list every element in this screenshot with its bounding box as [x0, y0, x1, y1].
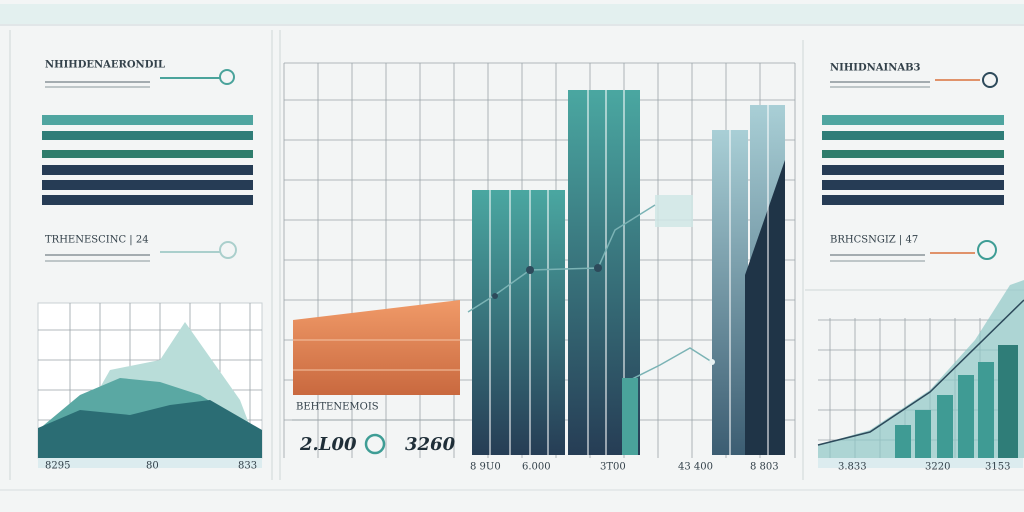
- value: 2.L00: [299, 434, 357, 455]
- bar-block: [978, 362, 994, 458]
- axis-label: 3T00: [600, 462, 626, 473]
- value: 3260: [405, 434, 456, 455]
- right-panel: NIHIDNAINAB3 BRHCSNGIZ | 47 3.833 3220 3: [805, 63, 1024, 473]
- left-panel: NHIHDENAERONDIL TRHENESCINC | 24 8295 80…: [9, 30, 273, 480]
- status-ring: [364, 433, 386, 455]
- panel-subtitle: TRHENESCINC | 24: [45, 235, 149, 246]
- bar: [42, 131, 253, 140]
- bar-block: [937, 395, 953, 458]
- slider-knob[interactable]: [977, 240, 997, 260]
- tooltip-box: [655, 195, 693, 227]
- bar: [42, 195, 253, 205]
- bar-block: [998, 345, 1018, 458]
- bar: [42, 150, 253, 158]
- bar: [42, 165, 253, 175]
- axis-band: [818, 458, 1023, 468]
- axis-band: [38, 458, 262, 468]
- slider-knob[interactable]: [219, 241, 237, 259]
- axis-label: 80: [146, 461, 159, 472]
- bar: [822, 165, 1004, 175]
- bar: [822, 131, 1004, 140]
- area: [38, 400, 262, 458]
- axis-label: 8 9U0: [470, 462, 501, 473]
- panel-title: NIHIDNAINAB3: [830, 63, 921, 74]
- trend-line: [817, 299, 1024, 446]
- axis-label: 833: [238, 461, 257, 472]
- bar: [822, 195, 1004, 205]
- slider-knob[interactable]: [219, 69, 235, 85]
- center-panel: BEHTENEMOIS 2.L00 3260 8 9U0 6.000 3T00 …: [279, 30, 804, 480]
- panel-title: NHIHDENAERONDIL: [45, 60, 165, 71]
- axis-label: 43 400: [678, 462, 713, 473]
- bar: [42, 115, 253, 125]
- axis-label: 3220: [925, 462, 950, 473]
- slider-knob[interactable]: [982, 72, 998, 88]
- axis-label: 3.833: [838, 462, 867, 473]
- bar: [822, 180, 1004, 190]
- axis-label: 8295: [45, 461, 70, 472]
- axis-label: 6.000: [522, 462, 551, 473]
- axis-label: 8 803: [750, 462, 779, 473]
- panel-subtitle: BRHCSNGIZ | 47: [830, 235, 918, 246]
- bar-block: [895, 425, 911, 458]
- dark-wedge: [745, 160, 785, 455]
- bar-block: [915, 410, 931, 458]
- bar-block: [622, 378, 638, 455]
- trend-line: [629, 347, 713, 381]
- bar: [822, 150, 1004, 158]
- axis-label: 3153: [985, 462, 1010, 473]
- bar-block: [958, 375, 974, 458]
- bar-block: [472, 190, 565, 455]
- point: [526, 266, 534, 274]
- bar: [822, 115, 1004, 125]
- orange-area: [293, 300, 460, 395]
- point: [492, 293, 498, 299]
- point: [709, 359, 715, 365]
- point: [594, 264, 602, 272]
- top-bar: [0, 4, 1024, 24]
- bar: [42, 180, 253, 190]
- trend-line: [467, 204, 656, 313]
- caption: BEHTENEMOIS: [296, 402, 379, 413]
